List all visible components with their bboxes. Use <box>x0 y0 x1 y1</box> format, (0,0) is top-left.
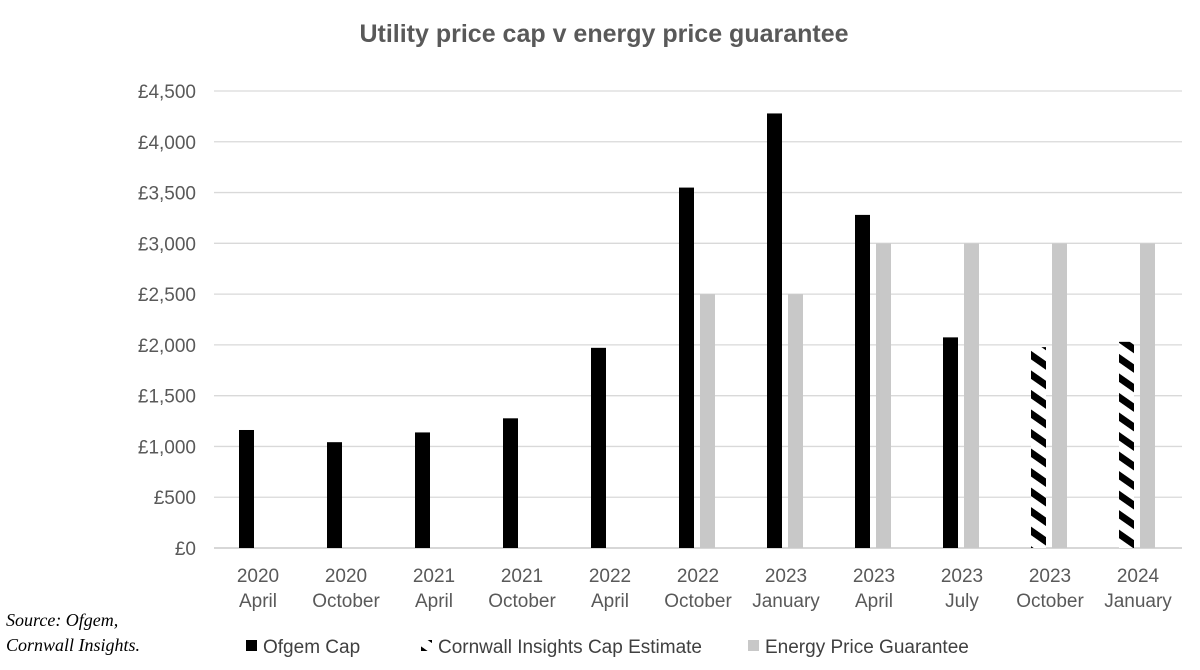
y-tick-label: £1,000 <box>138 437 196 458</box>
legend-label: Energy Price Guarantee <box>765 637 969 658</box>
bar-ofgem-cap <box>591 347 606 548</box>
x-tick-label: April <box>855 591 893 612</box>
x-tick-label: 2023 <box>1029 566 1071 587</box>
x-tick-label: 2023 <box>853 566 895 587</box>
y-tick-label: £1,500 <box>138 387 196 408</box>
bar-ofgem-cap <box>327 442 342 548</box>
x-tick-label: 2020 <box>325 566 367 587</box>
y-tick-label: £3,000 <box>138 234 196 255</box>
bar-ofgem-cap <box>415 432 430 548</box>
x-tick-label: 2021 <box>501 566 543 587</box>
y-axis: £0 £500 £1,000 £1,500 £2,000 £2,500 £3,000 £3,5… <box>138 82 196 560</box>
gridlines <box>214 90 1182 549</box>
x-tick-label: 2024 <box>1117 566 1160 587</box>
y-tick-label: £4,500 <box>138 82 196 103</box>
legend-swatch <box>748 640 759 651</box>
legend-swatch <box>246 640 257 651</box>
legend: Ofgem Cap Cornwall Insights Cap Estimate E… <box>246 637 969 658</box>
y-tick-label: £4,000 <box>138 133 196 154</box>
x-tick-label: 2023 <box>941 566 983 587</box>
x-tick-label: 2023 <box>765 566 807 587</box>
bar-cornwall-insights-cap-estimate <box>1119 341 1134 548</box>
x-tick-label: October <box>312 591 380 612</box>
bar-ofgem-cap <box>855 214 870 549</box>
bar-ofgem-cap <box>503 418 518 548</box>
y-tick-label: £3,500 <box>138 184 196 205</box>
y-tick-label: £500 <box>154 488 196 509</box>
chart-title: Utility price cap v energy price guarant… <box>359 20 848 48</box>
x-tick-label: January <box>1104 591 1172 612</box>
bar-ofgem-cap <box>239 429 254 548</box>
x-tick-label: 2022 <box>589 566 631 587</box>
bars <box>239 113 1155 549</box>
bar-ofgem-cap <box>679 187 694 548</box>
x-tick-label: 2021 <box>413 566 455 587</box>
bar-energy-price-guarantee <box>700 294 715 548</box>
bar-energy-price-guarantee <box>1052 243 1067 549</box>
source-line-2: Cornwall Insights. <box>6 635 140 655</box>
legend-label: Ofgem Cap <box>263 637 360 658</box>
bar-energy-price-guarantee <box>876 243 891 549</box>
x-tick-label: 2020 <box>237 566 279 587</box>
x-tick-label: October <box>664 591 732 612</box>
legend-swatch <box>421 640 432 651</box>
x-tick-label: April <box>239 591 277 612</box>
bar-ofgem-cap <box>767 113 782 548</box>
x-tick-label: January <box>752 591 820 612</box>
source-line-1: Source: Ofgem, <box>6 610 118 630</box>
bar-cornwall-insights-cap-estimate <box>1031 347 1046 548</box>
bar-energy-price-guarantee <box>788 294 803 548</box>
x-tick-label: October <box>1016 591 1084 612</box>
x-tick-label: October <box>488 591 556 612</box>
y-tick-label: £2,500 <box>138 285 196 306</box>
bar-ofgem-cap <box>943 337 958 548</box>
x-tick-label: April <box>591 591 629 612</box>
bar-energy-price-guarantee <box>1140 243 1155 549</box>
x-tick-label: April <box>415 591 453 612</box>
x-axis: 2020 April 2020 October 2021 April 2021 October… <box>237 566 1172 612</box>
y-tick-label: £0 <box>175 539 196 560</box>
x-tick-label: 2022 <box>677 566 719 587</box>
legend-label: Cornwall Insights Cap Estimate <box>438 637 702 658</box>
y-tick-label: £2,000 <box>138 336 196 357</box>
bar-energy-price-guarantee <box>964 243 979 549</box>
x-tick-label: July <box>945 591 979 612</box>
